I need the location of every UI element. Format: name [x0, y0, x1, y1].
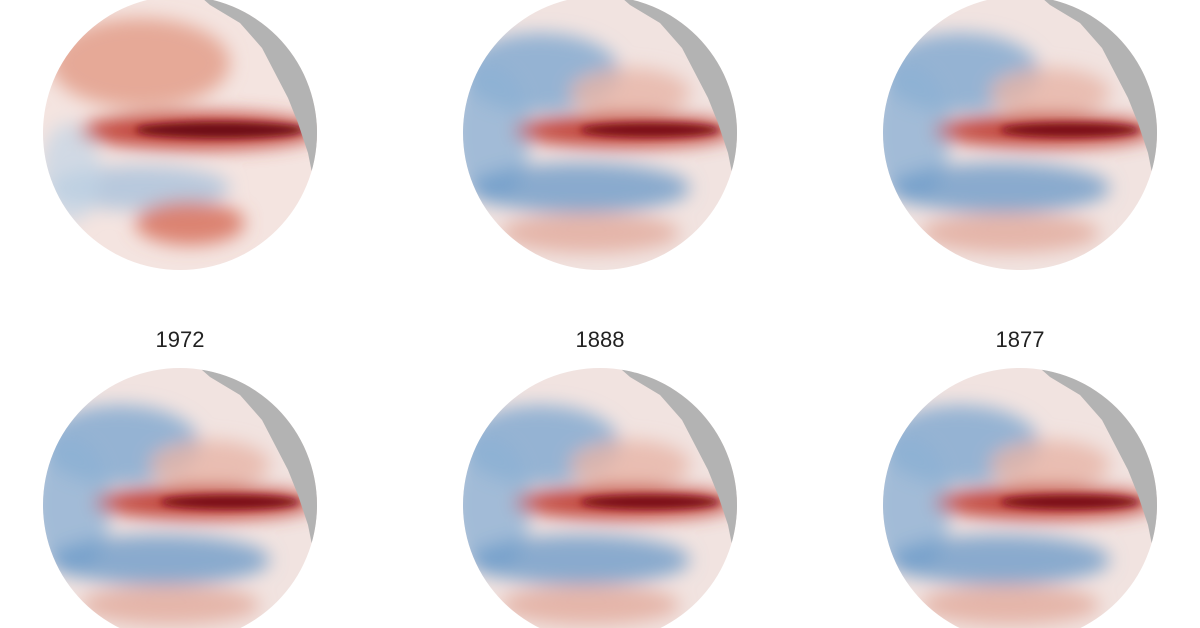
globe-bottom-2 — [450, 355, 750, 628]
globe-top-3 — [870, 0, 1170, 283]
globe-bottom-3 — [870, 355, 1170, 628]
globe-top-1 — [40, 0, 330, 283]
year-label: 1877 — [996, 327, 1045, 352]
year-label: 1972 — [156, 327, 205, 352]
globe-top-2 — [450, 0, 750, 283]
year-label: 1888 — [576, 327, 625, 352]
globe-bottom-1 — [30, 355, 330, 628]
